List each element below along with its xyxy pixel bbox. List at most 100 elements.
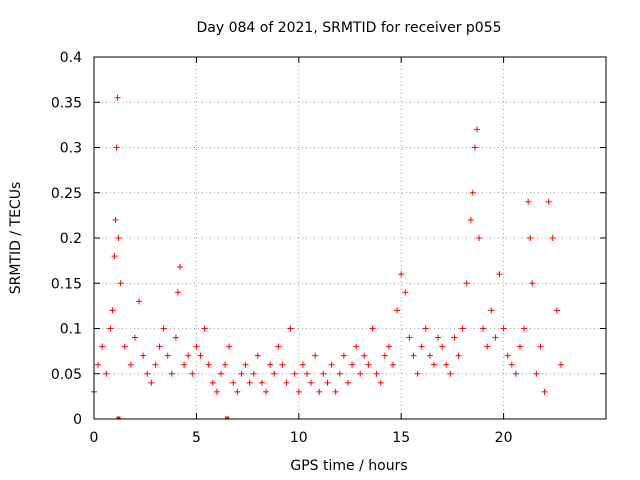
y-tick-label-8: 0.4 [60,50,82,66]
data-point-0-97 [467,216,474,223]
data-point-0-92 [447,370,454,377]
data-point-0-99 [471,144,478,151]
data-point-0-41 [238,370,245,377]
data-point-0-89 [435,334,442,341]
data-point-0-93 [451,334,458,341]
data-point-0-78 [390,361,397,368]
data-point-0-75 [377,379,384,386]
grid-layer [94,57,606,419]
data-point-0-77 [385,343,392,350]
data-point-0-113 [525,198,532,205]
data-point-0-70 [357,370,364,377]
data-point-0-8 [113,144,120,151]
data-point-0-10 [115,235,122,241]
data-point-0-94 [455,352,462,359]
data-point-0-108 [504,352,511,359]
data-point-0-29 [189,370,196,377]
data-point-0-104 [488,307,495,314]
data-point-0-69 [353,343,360,350]
data-point-0-58 [308,379,315,386]
data-point-0-27 [181,361,188,368]
data-point-0-74 [373,370,380,377]
data-point-0-16 [140,352,147,359]
data-point-0-49 [271,370,278,377]
data-point-0-96 [463,280,470,287]
data-point-0-2 [99,343,106,350]
data-point-0-33 [205,361,212,368]
data-point-0-15 [136,298,143,305]
y-axis-title: SRMTID / TECUs [8,182,24,295]
data-point-0-103 [484,343,491,350]
data-point-0-18 [148,379,155,386]
data-point-0-71 [361,352,368,359]
data-point-0-28 [185,352,192,359]
data-point-0-9 [114,94,121,101]
x-axis-title: GPS time / hours [290,458,407,474]
x-tick-label-0: 0 [90,430,99,446]
data-point-0-6 [111,253,118,260]
data-point-0-17 [144,370,151,377]
data-point-0-86 [422,325,429,332]
y-tick-label-2: 0.1 [60,322,82,338]
data-point-0-102 [480,325,487,332]
data-point-0-72 [365,361,372,368]
chart-title: Day 084 of 2021, SRMTID for receiver p05… [196,20,501,36]
data-point-0-21 [160,325,167,332]
data-point-0-120 [549,235,556,241]
data-point-0-12 [121,343,128,350]
data-point-0-68 [349,361,356,368]
data-point-0-3 [103,370,110,377]
data-point-0-90 [439,343,446,350]
data-point-0-14 [131,334,138,341]
data-point-0-56 [299,361,306,368]
data-point-0-31 [197,352,204,359]
data-point-0-46 [258,379,265,386]
data-point-0-62 [324,379,331,386]
data-point-0-91 [443,361,450,368]
data-point-0-54 [291,370,298,377]
data-point-0-79 [394,307,401,314]
data-point-0-111 [516,343,523,350]
data-point-0-88 [430,361,437,368]
data-point-0-61 [320,370,327,377]
data-point-0-42 [242,361,249,368]
y-tick-label-5: 0.25 [51,186,82,202]
data-point-0-65 [336,370,343,377]
data-point-0-37 [222,361,229,368]
data-point-0-63 [328,361,335,368]
data-point-0-55 [295,388,302,395]
data-point-0-80 [398,271,405,278]
data-point-0-81 [402,289,409,296]
data-point-0-51 [279,361,286,368]
x-tick-label-4: 20 [495,430,513,446]
data-point-0-106 [496,271,503,278]
data-point-0-39 [230,379,237,386]
data-point-0-11 [117,280,124,287]
data-point-0-1 [95,361,102,368]
data-point-0-44 [250,370,257,377]
data-point-0-76 [381,352,388,359]
data-point-0-35 [213,388,220,395]
data-point-0-24 [172,334,179,341]
data-point-0-60 [316,388,323,395]
data-point-0-48 [267,361,274,368]
data-point-0-50 [275,343,282,350]
data-point-0-23 [168,370,175,377]
data-point-0-40 [234,388,241,395]
y-tick-label-4: 0.2 [60,231,82,247]
y-tick-label-7: 0.35 [51,95,82,111]
data-point-0-95 [459,325,466,332]
data-point-0-115 [529,280,536,287]
data-point-0-87 [426,352,433,359]
data-point-0-118 [541,388,548,395]
data-point-0-22 [164,352,171,359]
data-point-0-85 [418,343,425,350]
y-tick-label-3: 0.15 [51,276,82,292]
data-point-0-34 [209,379,216,386]
data-point-0-26 [177,263,184,270]
tick-labels-layer: 0 0.05 0.1 0.15 0.2 0.25 0.3 0.35 0.4 0 5 10 15 20 [51,50,513,446]
data-point-0-43 [246,379,253,386]
data-point-0-107 [500,325,507,332]
data-point-0-117 [537,343,544,350]
ticks-layer [93,56,606,420]
